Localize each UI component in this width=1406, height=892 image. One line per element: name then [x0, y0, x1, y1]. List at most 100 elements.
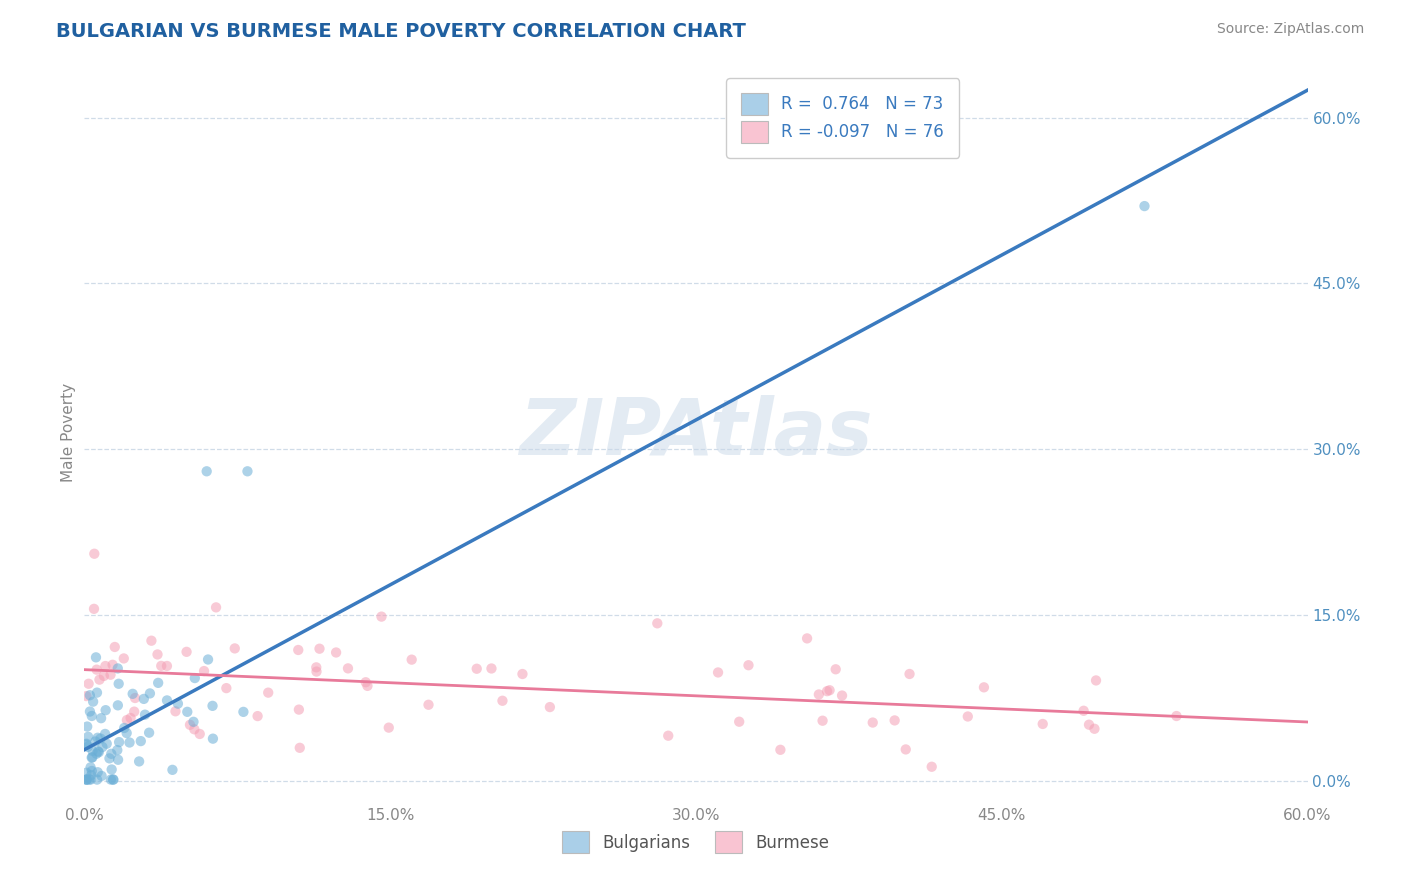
Point — [141, 633, 163, 648]
Point — [491, 694, 513, 708]
Point — [176, 645, 198, 659]
Text: ZIPAtlas: ZIPAtlas — [519, 394, 873, 471]
Point — [86, 685, 108, 699]
Point — [418, 698, 440, 712]
Point — [138, 725, 160, 739]
Point — [90, 769, 112, 783]
Point — [894, 742, 917, 756]
Point — [124, 691, 146, 706]
Point — [76, 739, 98, 754]
Point — [100, 763, 122, 777]
Point — [921, 760, 943, 774]
Point — [94, 659, 117, 673]
Point — [146, 648, 169, 662]
Point — [201, 731, 224, 746]
Point — [82, 750, 104, 764]
Point — [86, 765, 108, 780]
Point — [86, 747, 108, 761]
Point — [80, 768, 103, 782]
Point — [645, 616, 668, 631]
Point — [107, 698, 129, 713]
Point — [156, 693, 179, 707]
Point — [129, 734, 152, 748]
Point — [89, 673, 111, 687]
Point — [818, 683, 841, 698]
Point — [336, 661, 359, 675]
Point — [956, 709, 979, 723]
Point — [287, 643, 309, 657]
Point — [1032, 717, 1054, 731]
Point — [115, 713, 138, 727]
Point — [91, 739, 114, 754]
Point — [103, 772, 125, 787]
Point — [165, 704, 187, 718]
Point — [807, 688, 830, 702]
Point — [707, 665, 730, 680]
Point — [156, 659, 179, 673]
Point — [356, 679, 378, 693]
Point — [79, 705, 101, 719]
Point — [107, 661, 129, 675]
Point — [86, 731, 108, 745]
Point — [80, 709, 103, 723]
Point — [90, 711, 112, 725]
Point — [94, 727, 117, 741]
Point — [115, 726, 138, 740]
Point — [1085, 673, 1108, 688]
Point — [87, 745, 110, 759]
Point — [112, 721, 135, 735]
Point — [100, 747, 122, 761]
Point — [288, 740, 311, 755]
Point — [75, 772, 97, 787]
Point — [107, 677, 129, 691]
Point — [305, 665, 328, 679]
Point — [737, 658, 759, 673]
Point — [118, 735, 141, 749]
Point — [769, 743, 792, 757]
Point — [82, 695, 104, 709]
Point — [197, 652, 219, 666]
Point — [79, 772, 101, 787]
Point — [86, 772, 108, 787]
Legend: Bulgarians, Burmese: Bulgarians, Burmese — [554, 823, 838, 861]
Point — [98, 751, 121, 765]
Point — [112, 651, 135, 665]
Point — [370, 609, 392, 624]
Point — [1073, 704, 1095, 718]
Point — [107, 753, 129, 767]
Point — [96, 737, 118, 751]
Point — [120, 711, 142, 725]
Point — [898, 667, 921, 681]
Point — [76, 720, 98, 734]
Y-axis label: Male Poverty: Male Poverty — [60, 383, 76, 483]
Point — [1083, 722, 1105, 736]
Point — [538, 700, 561, 714]
Point — [132, 692, 155, 706]
Point — [188, 727, 211, 741]
Point — [146, 676, 169, 690]
Point — [94, 703, 117, 717]
Point — [167, 697, 190, 711]
Point — [183, 714, 205, 729]
Point — [101, 772, 124, 787]
Point — [796, 632, 818, 646]
Point — [162, 763, 184, 777]
Point — [236, 464, 259, 478]
Point — [134, 707, 156, 722]
Point — [83, 547, 105, 561]
Point — [77, 677, 100, 691]
Point — [183, 723, 205, 737]
Point — [215, 681, 238, 695]
Point — [201, 698, 224, 713]
Point — [86, 663, 108, 677]
Point — [481, 661, 503, 675]
Point — [76, 738, 98, 752]
Point — [325, 645, 347, 659]
Point — [79, 760, 101, 774]
Point — [150, 659, 173, 673]
Point — [100, 667, 122, 681]
Point — [193, 664, 215, 678]
Point — [824, 662, 846, 676]
Point — [883, 714, 905, 728]
Point — [179, 718, 201, 732]
